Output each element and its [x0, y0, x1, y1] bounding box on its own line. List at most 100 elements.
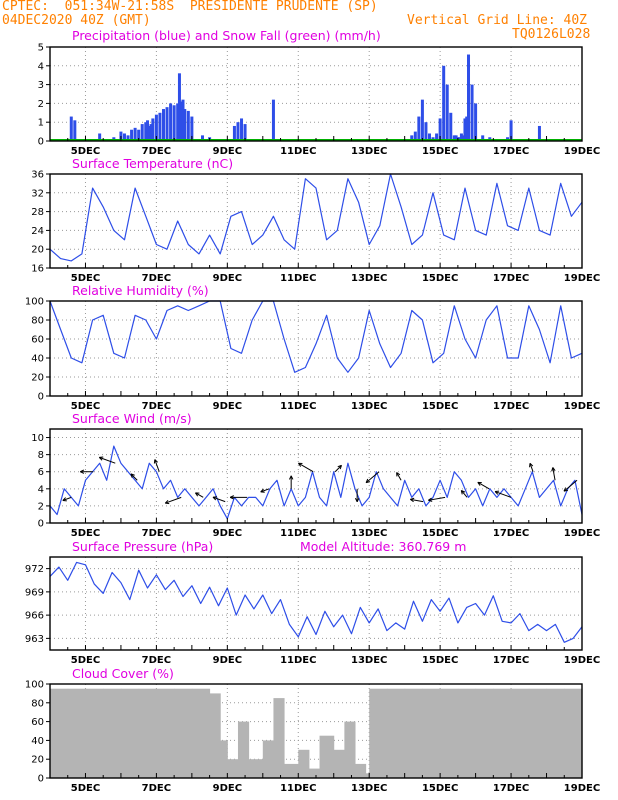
wind-arrow — [460, 490, 468, 498]
wind-date-label: 13DEC — [351, 528, 387, 539]
wind-ytick-label: 6 — [38, 467, 44, 478]
precip-bar — [161, 109, 165, 141]
cloud-ytick-label: 80 — [31, 698, 44, 709]
wind-arrow-head — [529, 462, 534, 467]
wind-arrow-head — [563, 487, 567, 492]
cloud-cover-bar — [237, 721, 250, 778]
precip-bar — [122, 133, 126, 141]
precip-bar — [271, 99, 275, 141]
temp-ytick-label: 20 — [31, 245, 44, 256]
precip-bar — [449, 112, 453, 141]
cloud-cover-bar — [85, 688, 104, 778]
wind-arrow-head — [98, 457, 103, 461]
pressure-series-line — [49, 561, 583, 643]
precip-date-label: 19DEC — [564, 146, 600, 157]
wind-arrow-head — [80, 471, 85, 474]
wind-arrow-head — [260, 488, 264, 493]
temp-title: Surface Temperature (nC) — [72, 156, 234, 171]
precip-bar — [445, 84, 449, 141]
temp-date-label: 13DEC — [351, 273, 387, 284]
cloud-cover-bar — [120, 688, 140, 778]
wind-arrow-head — [356, 497, 360, 503]
cloud-cover-bar — [67, 688, 86, 778]
cloud-cover-bar — [564, 688, 583, 778]
precip-bar — [181, 99, 185, 141]
wind-arrow-head — [552, 467, 556, 472]
wind-arrow-head — [195, 492, 199, 497]
rh-ytick-label: 80 — [31, 316, 44, 327]
cloud-cover-bar — [209, 693, 221, 778]
temp-ytick-label: 28 — [31, 207, 44, 218]
wind-arrow — [428, 496, 446, 501]
precip-bar — [140, 124, 144, 141]
cloud-cover-bar — [344, 721, 356, 778]
temp-series-line — [49, 173, 583, 262]
cloud-ytick-label: 20 — [31, 755, 44, 766]
pressure-ytick-label: 963 — [25, 634, 44, 645]
wind-arrow — [365, 471, 380, 484]
pressure-ytick-label: 972 — [25, 564, 44, 575]
rh-ytick-label: 60 — [31, 335, 44, 346]
wind-arrow-head — [80, 469, 85, 473]
precip-bar — [537, 125, 541, 141]
precip-bar — [240, 118, 244, 141]
wind-ytick-label: 2 — [38, 501, 44, 512]
precip-date-label: 9DEC — [213, 146, 242, 157]
precip-bar — [417, 116, 421, 141]
cloud-cover-bar — [422, 688, 441, 778]
wind-arrow-head — [62, 497, 66, 501]
rh-date-label: 9DEC — [213, 401, 242, 412]
rh-date-label: 17DEC — [493, 401, 529, 412]
wind-arrow — [260, 488, 270, 493]
cloud-cover-bar — [50, 688, 69, 778]
wind-arrow-head — [428, 499, 433, 502]
cloud-cover-bar — [191, 688, 211, 778]
cloud-cover-bar — [528, 688, 548, 778]
wind-arrow-head — [337, 464, 342, 468]
wind-arrow — [410, 498, 424, 503]
temp-ytick-label: 32 — [31, 188, 44, 199]
precip-ytick-label: 4 — [38, 61, 44, 72]
wind-ytick-label: 10 — [31, 433, 44, 444]
temp-date-label: 5DEC — [71, 273, 100, 284]
wind-date-label: 5DEC — [71, 528, 100, 539]
wind-arrow-head — [365, 478, 369, 483]
cloud-cover-bar — [475, 688, 494, 778]
precip-bar — [435, 133, 439, 141]
precip-bar — [481, 135, 485, 141]
header-code: TQ0126L028 — [512, 27, 591, 42]
wind-arrow-head — [477, 482, 481, 486]
wind-arrow — [563, 479, 578, 492]
cloud-ytick-label: 0 — [38, 774, 44, 785]
temp-ytick-label: 36 — [31, 170, 44, 181]
model-altitude: Model Altitude: 360.769 m — [300, 539, 467, 554]
cloud-date-label: 9DEC — [213, 783, 242, 794]
precip-ytick-label: 0 — [38, 137, 44, 148]
temp-date-label: 9DEC — [213, 273, 242, 284]
precip-bar — [146, 120, 150, 141]
precip-bar — [243, 124, 247, 141]
cloud-cover-bar — [227, 759, 239, 778]
precip-ytick-label: 5 — [38, 43, 44, 54]
wind-arrow-head — [410, 497, 415, 500]
cloud-cover-bar — [138, 688, 157, 778]
rh-ytick-label: 20 — [31, 373, 44, 384]
precip-bar — [144, 122, 148, 141]
temp-date-label: 11DEC — [280, 273, 316, 284]
precip-bar — [474, 103, 478, 141]
precip-bar — [133, 127, 137, 141]
wind-date-label: 7DEC — [142, 528, 171, 539]
wind-date-label: 15DEC — [422, 528, 458, 539]
wind-arrow — [62, 496, 72, 501]
wind-arrow-head — [365, 481, 371, 484]
precip-date-label: 13DEC — [351, 146, 387, 157]
cloud-cover-bar — [355, 763, 367, 778]
wind-series-line — [49, 445, 583, 520]
precip-bar — [438, 118, 442, 141]
cloud-cover-bar — [248, 759, 264, 778]
precip-bar — [470, 84, 474, 141]
wind-title: Surface Wind (m/s) — [72, 411, 192, 426]
cloud-cover-bar — [174, 688, 193, 778]
rh-ytick-label: 0 — [38, 392, 44, 403]
precip-bar — [454, 135, 458, 141]
